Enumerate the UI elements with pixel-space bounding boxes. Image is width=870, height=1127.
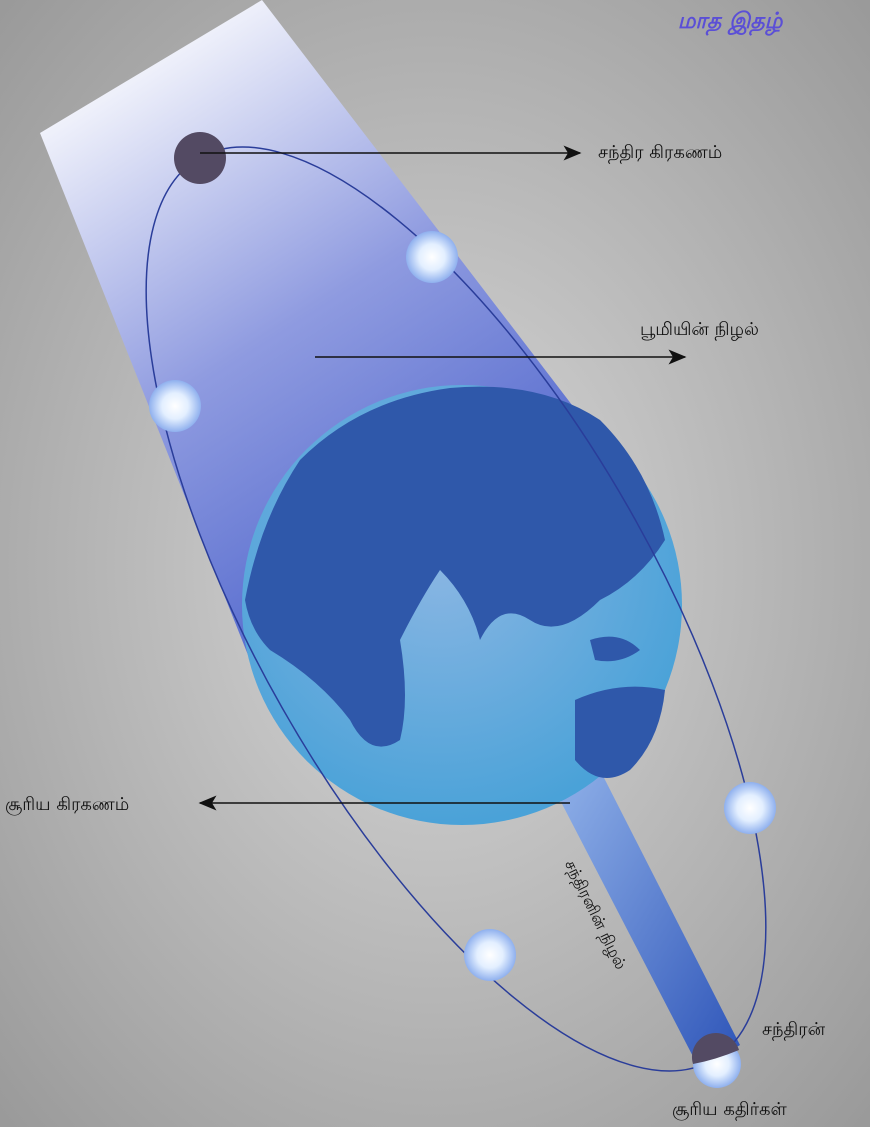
earth-shadow-label: பூமியின் நிழல் [640,319,759,341]
moon-label: சந்திரன் [762,1019,826,1041]
sun-rays-label: சூரிய கதிர்கள் [672,1099,788,1121]
moon [464,929,516,981]
solar-eclipse-label: சூரிய கிரகணம் [5,794,129,816]
moon-dark-side [691,1032,739,1064]
moon [724,782,776,834]
header-title: மாத இதழ் [678,9,784,36]
lunar-eclipse-label: சந்திர கிரகணம் [598,142,722,164]
moon [149,380,201,432]
eclipsed-moon [174,132,226,184]
moon [406,231,458,283]
moon-shadow-beam [560,770,740,1070]
earth [242,385,682,825]
